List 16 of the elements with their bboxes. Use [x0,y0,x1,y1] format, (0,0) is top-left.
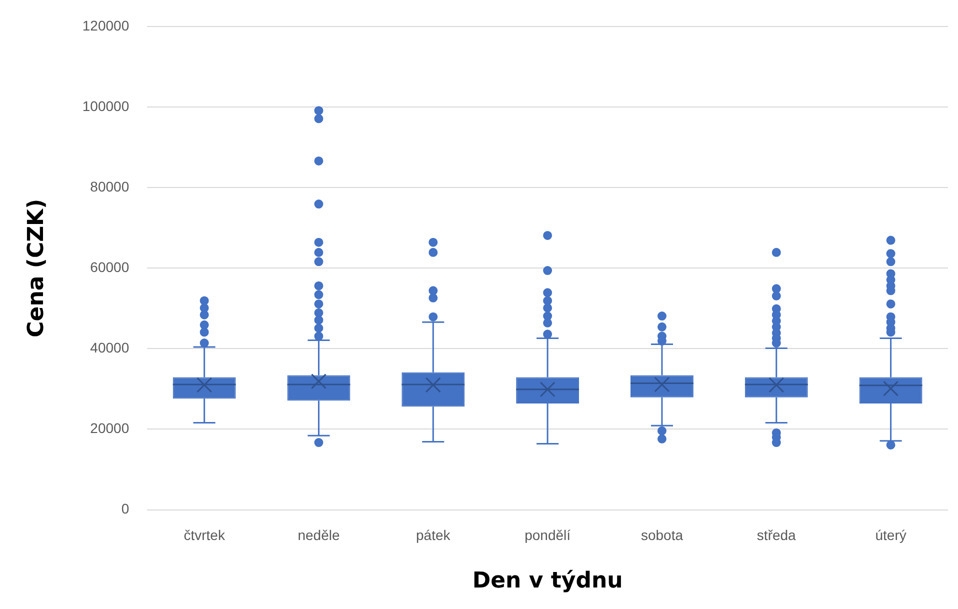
x-tick-label: pátek [416,527,452,544]
y-tick-label: 40000 [90,340,130,356]
y-tick-label: 80000 [90,178,130,194]
y-tick-label: 100000 [82,98,130,114]
y-tick-label: 120000 [82,17,130,34]
x-tick-label: čtvrtek [184,527,226,544]
y-tick-label: 20000 [90,420,130,436]
x-tick-label: úterý [875,527,906,544]
x-tick-label: pondělí [524,527,571,544]
y-axis-title: Cena (CZK) [24,198,49,338]
x-tick-label: neděle [298,527,340,544]
x-axis-title: Den v týdnu [472,568,623,594]
x-tick-label: sobota [640,527,684,544]
y-tick-label: 60000 [90,258,130,275]
x-tick-label: středa [756,527,796,544]
y-tick-label: 0 [121,500,130,517]
